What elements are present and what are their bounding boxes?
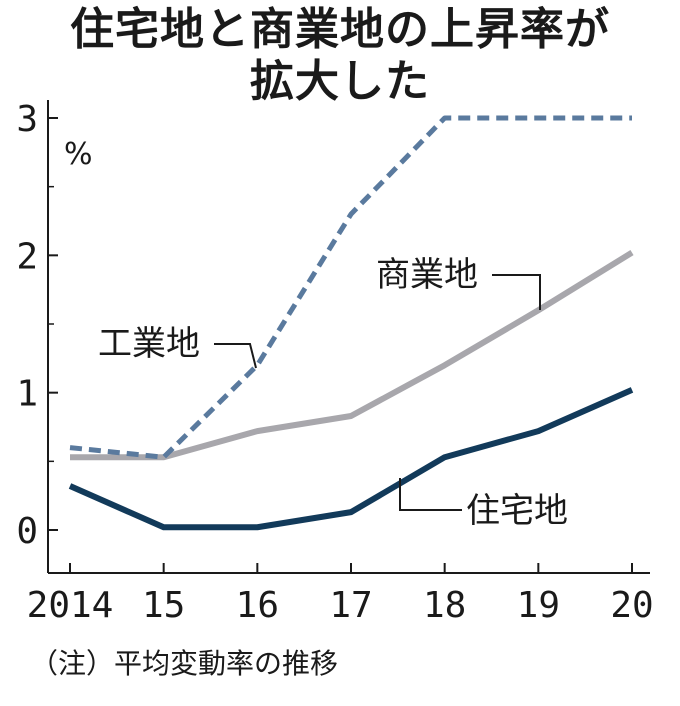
chart-title-line-2: 拡大した [250,56,430,107]
chart-title: 住宅地と商業地の上昇率が 拡大した [0,4,680,108]
y-tick-label: 0 [16,511,38,552]
x-tick-label: 20 [610,585,653,626]
y-unit-label: % [64,137,93,172]
series-line-0 [69,115,632,460]
series-leader-line [214,343,257,369]
x-tick-label: 16 [236,585,279,626]
x-tick-label: 18 [423,585,466,626]
series-label: 工業地 [98,324,200,364]
series-line-2 [68,387,634,531]
series-label: 商業地 [376,255,478,295]
chart-note: （注）平均変動率の推移 [30,647,339,680]
y-tick-label: 1 [16,374,38,415]
x-tick-label: 2014 [27,585,114,626]
x-tick-label: 19 [517,585,560,626]
y-tick-label: 2 [16,236,38,277]
series-leader-line [399,478,462,511]
chart-axes: 0 1 2 3% 2014 15 16 17 18 19 20 [16,99,653,626]
series-leader-line [492,274,541,310]
chart-title-line-1: 住宅地と商業地の上昇率が [70,4,610,55]
series-lines [68,115,634,531]
x-tick-label: 15 [142,585,185,626]
series-line-1 [70,250,634,461]
y-tick-label: 3 [16,99,38,140]
series-label: 住宅地 [466,491,568,531]
x-tick-label: 17 [329,585,372,626]
